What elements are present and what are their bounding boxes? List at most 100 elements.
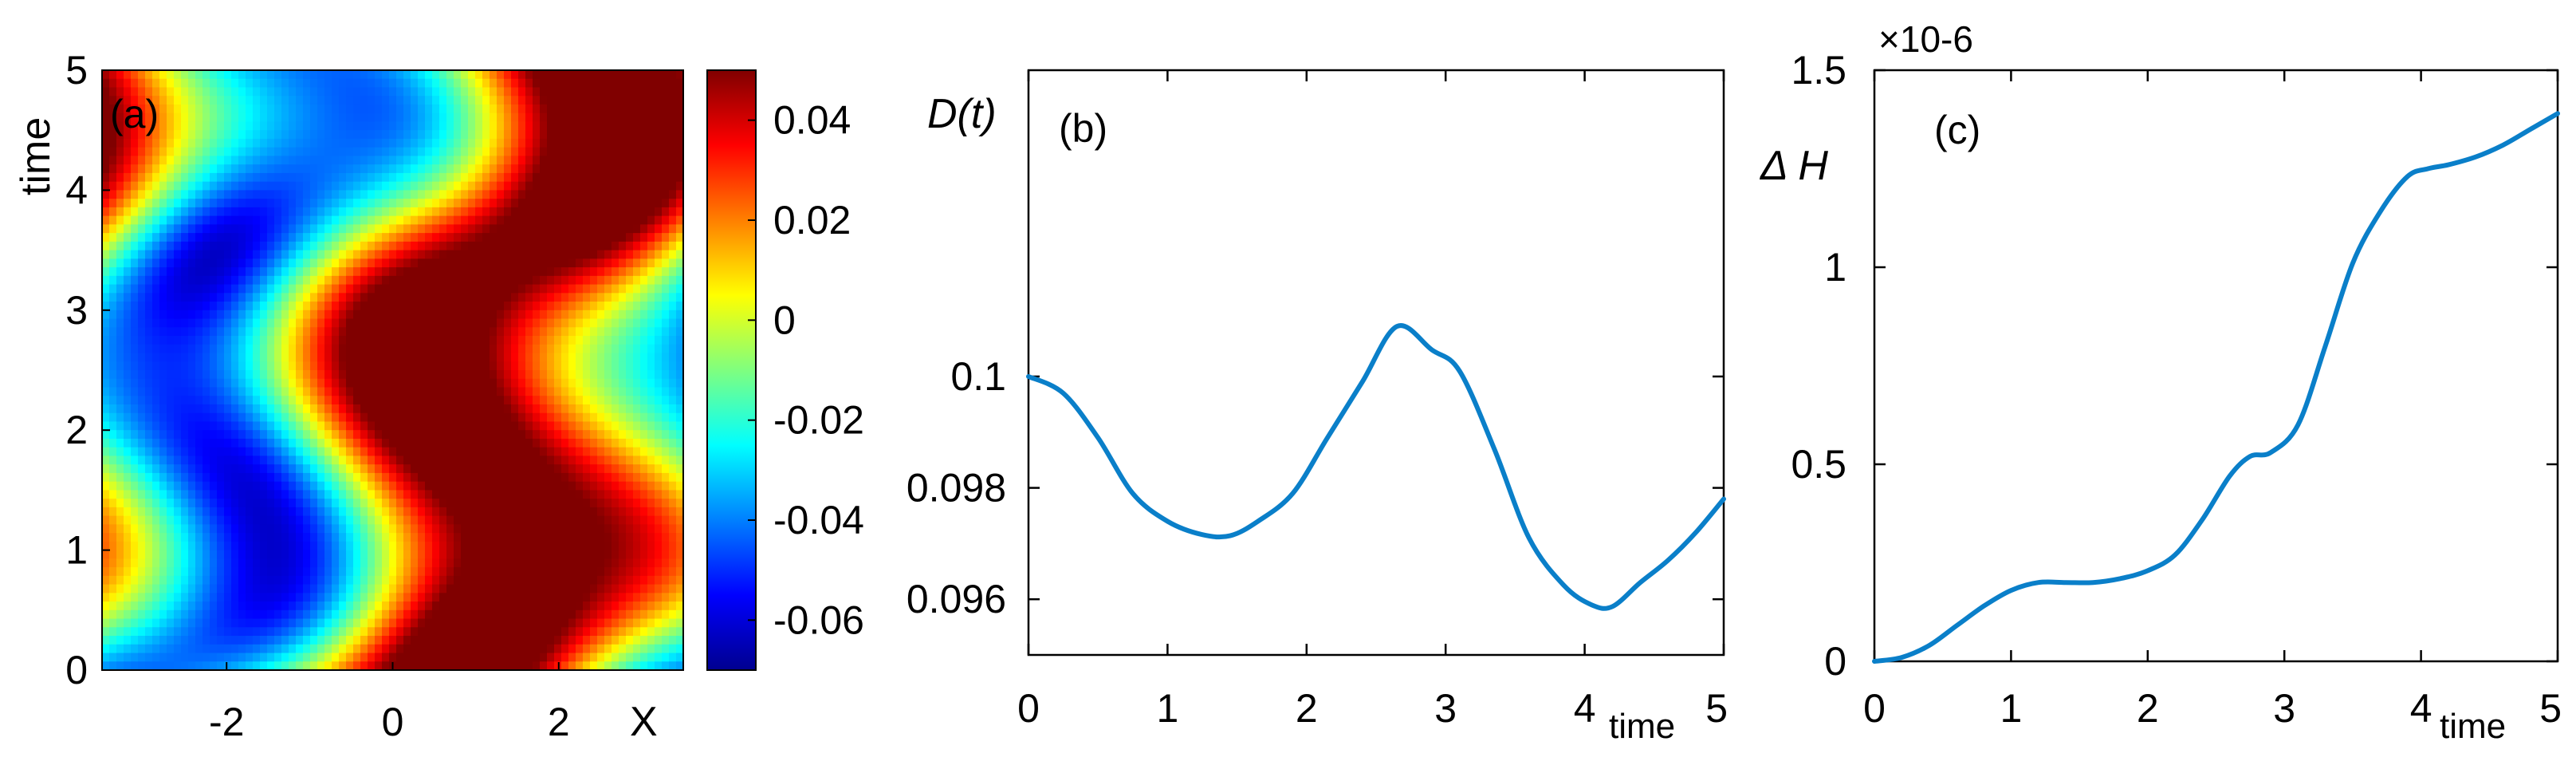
heatmap-cell	[389, 87, 397, 97]
heatmap-cell	[411, 78, 419, 89]
heatmap-cell	[346, 70, 354, 80]
heatmap-cell	[561, 456, 569, 465]
heatmap-cell	[583, 609, 591, 620]
heatmap-cell	[281, 644, 289, 654]
heatmap-cell	[547, 156, 555, 165]
heatmap-cell	[231, 310, 239, 320]
heatmap-cell	[461, 96, 469, 105]
heatmap-cell	[260, 327, 268, 337]
heatmap-cell	[418, 370, 426, 380]
heatmap-cell	[310, 609, 318, 620]
heatmap-cell	[389, 164, 397, 174]
heatmap-cell	[195, 575, 203, 586]
heatmap-cell	[525, 241, 533, 251]
heatmap-cell	[131, 593, 139, 602]
heatmap-cell	[504, 387, 512, 396]
heatmap-cell	[439, 258, 447, 268]
heatmap-cell	[561, 344, 569, 354]
heatmap-cell	[145, 404, 153, 414]
heatmap-cell	[590, 310, 598, 320]
heatmap-cell	[403, 472, 411, 483]
heatmap-cell	[281, 370, 289, 380]
heatmap-cell	[267, 233, 275, 243]
heatmap-cell	[346, 396, 354, 405]
heatmap-cell	[504, 447, 512, 457]
heatmap-cell	[152, 472, 160, 483]
heatmap-cell	[317, 593, 325, 602]
heatmap-cell	[612, 190, 619, 199]
heatmap-cell	[375, 575, 383, 586]
heatmap-cell	[332, 353, 340, 362]
heatmap-cell	[296, 499, 304, 508]
heatmap-cell	[303, 138, 311, 148]
heatmap-cell	[411, 327, 419, 337]
heatmap-cell	[375, 636, 383, 645]
heatmap-cell	[353, 215, 361, 225]
heatmap-cell	[446, 533, 454, 542]
heatmap-cell	[353, 378, 361, 388]
heatmap-cell	[604, 421, 612, 431]
heatmap-cell	[109, 396, 117, 405]
heatmap-cell	[511, 96, 519, 105]
heatmap-cell	[468, 601, 476, 611]
heatmap-cell	[425, 412, 433, 423]
heatmap-cell	[102, 378, 110, 388]
heatmap-cell	[368, 104, 376, 114]
heatmap-cell	[253, 224, 261, 234]
heatmap-cell	[195, 156, 203, 165]
heatmap-cell	[116, 70, 124, 80]
heatmap-cell	[568, 130, 576, 140]
heatmap-cell	[411, 130, 419, 140]
heatmap-cell	[490, 601, 498, 611]
heatmap-cell	[281, 481, 289, 491]
heatmap-cell	[590, 121, 598, 131]
heatmap-cell	[159, 464, 167, 474]
heatmap-cell	[504, 275, 512, 286]
heatmap-cell	[324, 404, 332, 414]
heatmap-cell	[102, 318, 110, 328]
heatmap-cell	[274, 353, 282, 362]
heatmap-cell	[497, 96, 505, 105]
heatmap-cell	[446, 78, 454, 89]
heatmap-cell	[260, 138, 268, 148]
heatmap-cell	[590, 156, 598, 165]
heatmap-cell	[482, 515, 490, 525]
heatmap-cell	[109, 593, 117, 602]
heatmap-cell	[152, 499, 160, 508]
heatmap-cell	[554, 336, 562, 345]
heatmap-cell	[360, 636, 368, 645]
heatmap-cell	[167, 104, 175, 114]
heatmap-cell	[597, 601, 605, 611]
heatmap-cell	[590, 207, 598, 217]
heatmap-cell	[145, 327, 153, 337]
heatmap-cell	[518, 224, 526, 234]
heatmap-cell	[446, 250, 454, 259]
heatmap-cell	[281, 87, 289, 97]
heatmap-cell	[353, 207, 361, 217]
heatmap-cell	[482, 472, 490, 483]
heatmap-cell	[368, 593, 376, 602]
heatmap-cell	[217, 250, 225, 259]
heatmap-cell	[604, 524, 612, 534]
heatmap-cell	[518, 601, 526, 611]
heatmap-cell	[159, 499, 167, 508]
heatmap-cell	[504, 515, 512, 525]
heatmap-cell	[554, 421, 562, 431]
heatmap-cell	[138, 302, 146, 311]
heatmap-cell	[547, 207, 555, 217]
heatmap-cell	[475, 147, 483, 157]
heatmap-cell	[102, 490, 110, 499]
heatmap-cell	[195, 96, 203, 105]
heatmap-cell	[332, 190, 340, 199]
heatmap-cell	[346, 302, 354, 311]
heatmap-cell	[612, 104, 619, 114]
heatmap-cell	[533, 550, 541, 559]
heatmap-cell	[411, 412, 419, 423]
heatmap-cell	[375, 507, 383, 517]
heatmap-cell	[490, 438, 498, 448]
heatmap-cell	[540, 456, 548, 465]
heatmap-cell	[547, 70, 555, 80]
heatmap-cell	[296, 353, 304, 362]
heatmap-cell	[389, 447, 397, 457]
heatmap-cell	[576, 156, 584, 165]
